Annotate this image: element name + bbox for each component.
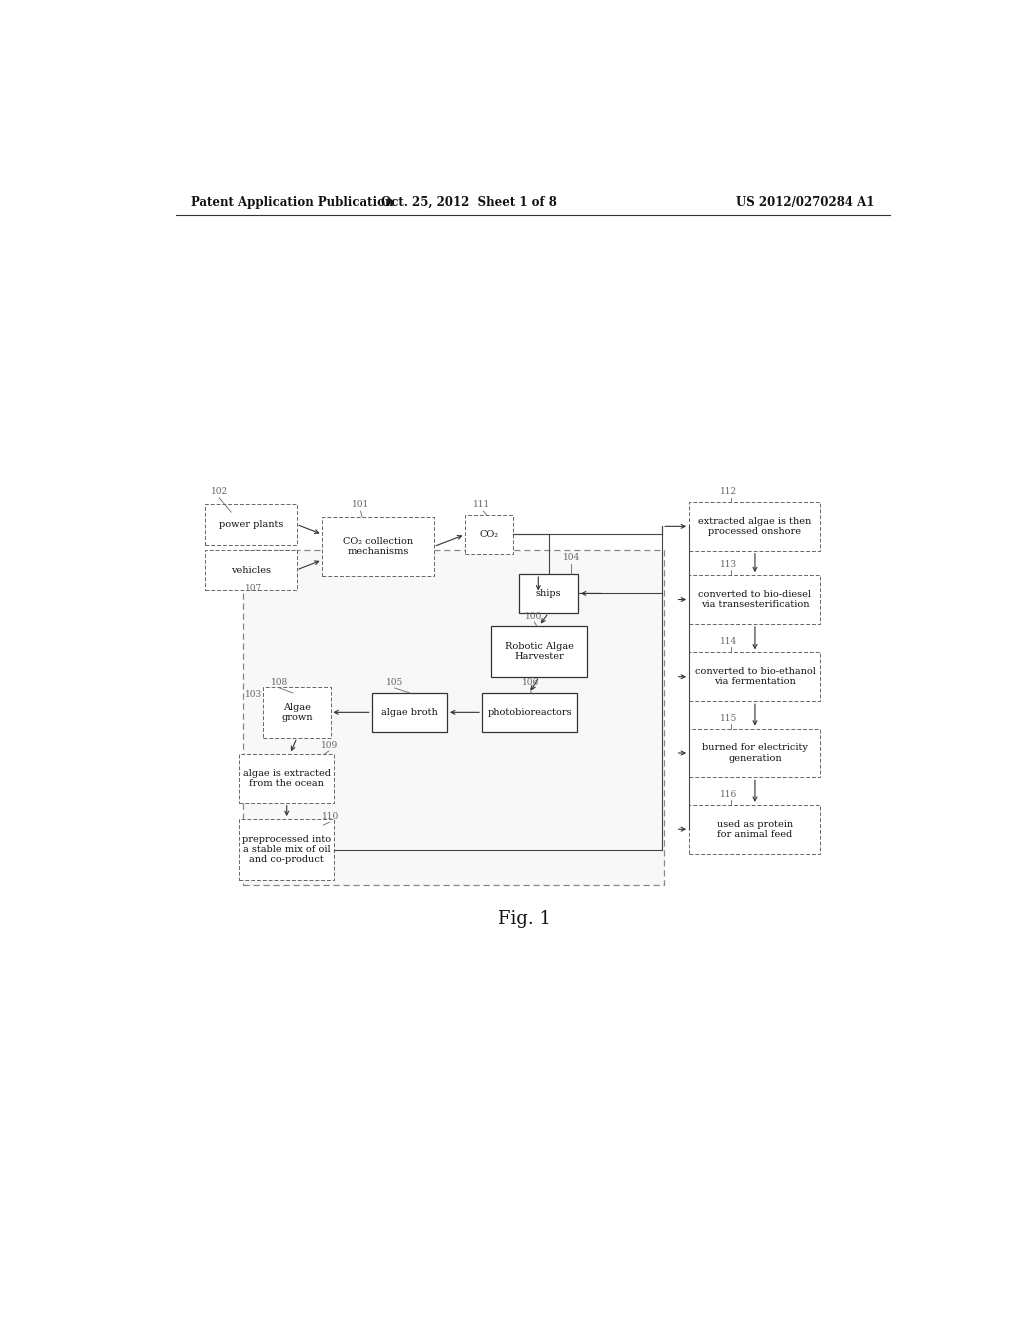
Text: ships: ships: [536, 589, 561, 598]
Text: 114: 114: [720, 638, 737, 647]
FancyBboxPatch shape: [206, 504, 297, 545]
Text: Fig. 1: Fig. 1: [499, 909, 551, 928]
FancyBboxPatch shape: [243, 549, 664, 886]
Text: Algae
grown: Algae grown: [282, 702, 312, 722]
Text: algae is extracted
from the ocean: algae is extracted from the ocean: [243, 768, 331, 788]
FancyBboxPatch shape: [689, 729, 820, 777]
Text: 104: 104: [563, 553, 581, 562]
Text: algae broth: algae broth: [381, 708, 438, 717]
FancyBboxPatch shape: [689, 502, 820, 550]
Text: converted to bio-ethanol
via fermentation: converted to bio-ethanol via fermentatio…: [694, 667, 815, 686]
FancyBboxPatch shape: [206, 549, 297, 590]
Text: vehicles: vehicles: [231, 565, 271, 574]
Text: Robotic Algae
Harvester: Robotic Algae Harvester: [505, 642, 573, 661]
FancyBboxPatch shape: [689, 652, 820, 701]
Text: 115: 115: [720, 714, 737, 722]
Text: 103: 103: [246, 690, 262, 700]
Text: 110: 110: [322, 812, 339, 821]
FancyBboxPatch shape: [492, 626, 587, 677]
Text: photobioreactors: photobioreactors: [487, 708, 571, 717]
FancyBboxPatch shape: [323, 517, 433, 576]
Text: 109: 109: [321, 741, 338, 750]
Text: 113: 113: [720, 560, 737, 569]
FancyBboxPatch shape: [372, 693, 447, 731]
Text: 106: 106: [521, 678, 539, 686]
Text: CO₂: CO₂: [479, 529, 499, 539]
Text: 105: 105: [386, 678, 403, 686]
FancyBboxPatch shape: [519, 574, 579, 612]
Text: preprocessed into
a stable mix of oil
and co-product: preprocessed into a stable mix of oil an…: [242, 834, 332, 865]
Text: 101: 101: [352, 500, 369, 510]
FancyBboxPatch shape: [465, 515, 513, 554]
FancyBboxPatch shape: [240, 818, 334, 880]
FancyBboxPatch shape: [240, 754, 334, 803]
FancyBboxPatch shape: [689, 805, 820, 854]
Text: CO₂ collection
mechanisms: CO₂ collection mechanisms: [343, 537, 413, 556]
FancyBboxPatch shape: [263, 686, 331, 738]
Text: US 2012/0270284 A1: US 2012/0270284 A1: [735, 195, 873, 209]
Text: extracted algae is then
processed onshore: extracted algae is then processed onshor…: [698, 516, 812, 536]
Text: 102: 102: [211, 487, 228, 496]
Text: 107: 107: [246, 585, 263, 594]
FancyBboxPatch shape: [482, 693, 578, 731]
Text: Patent Application Publication: Patent Application Publication: [191, 195, 394, 209]
Text: burned for electricity
generation: burned for electricity generation: [702, 743, 808, 763]
Text: 111: 111: [473, 500, 490, 510]
Text: power plants: power plants: [219, 520, 284, 529]
Text: 100: 100: [524, 612, 542, 620]
Text: 112: 112: [720, 487, 737, 496]
Text: Oct. 25, 2012  Sheet 1 of 8: Oct. 25, 2012 Sheet 1 of 8: [381, 195, 557, 209]
FancyBboxPatch shape: [689, 576, 820, 624]
Text: used as protein
for animal feed: used as protein for animal feed: [717, 820, 793, 840]
Text: 108: 108: [270, 678, 288, 686]
Text: 116: 116: [720, 789, 737, 799]
Text: converted to bio-diesel
via transesterification: converted to bio-diesel via transesterif…: [698, 590, 811, 610]
